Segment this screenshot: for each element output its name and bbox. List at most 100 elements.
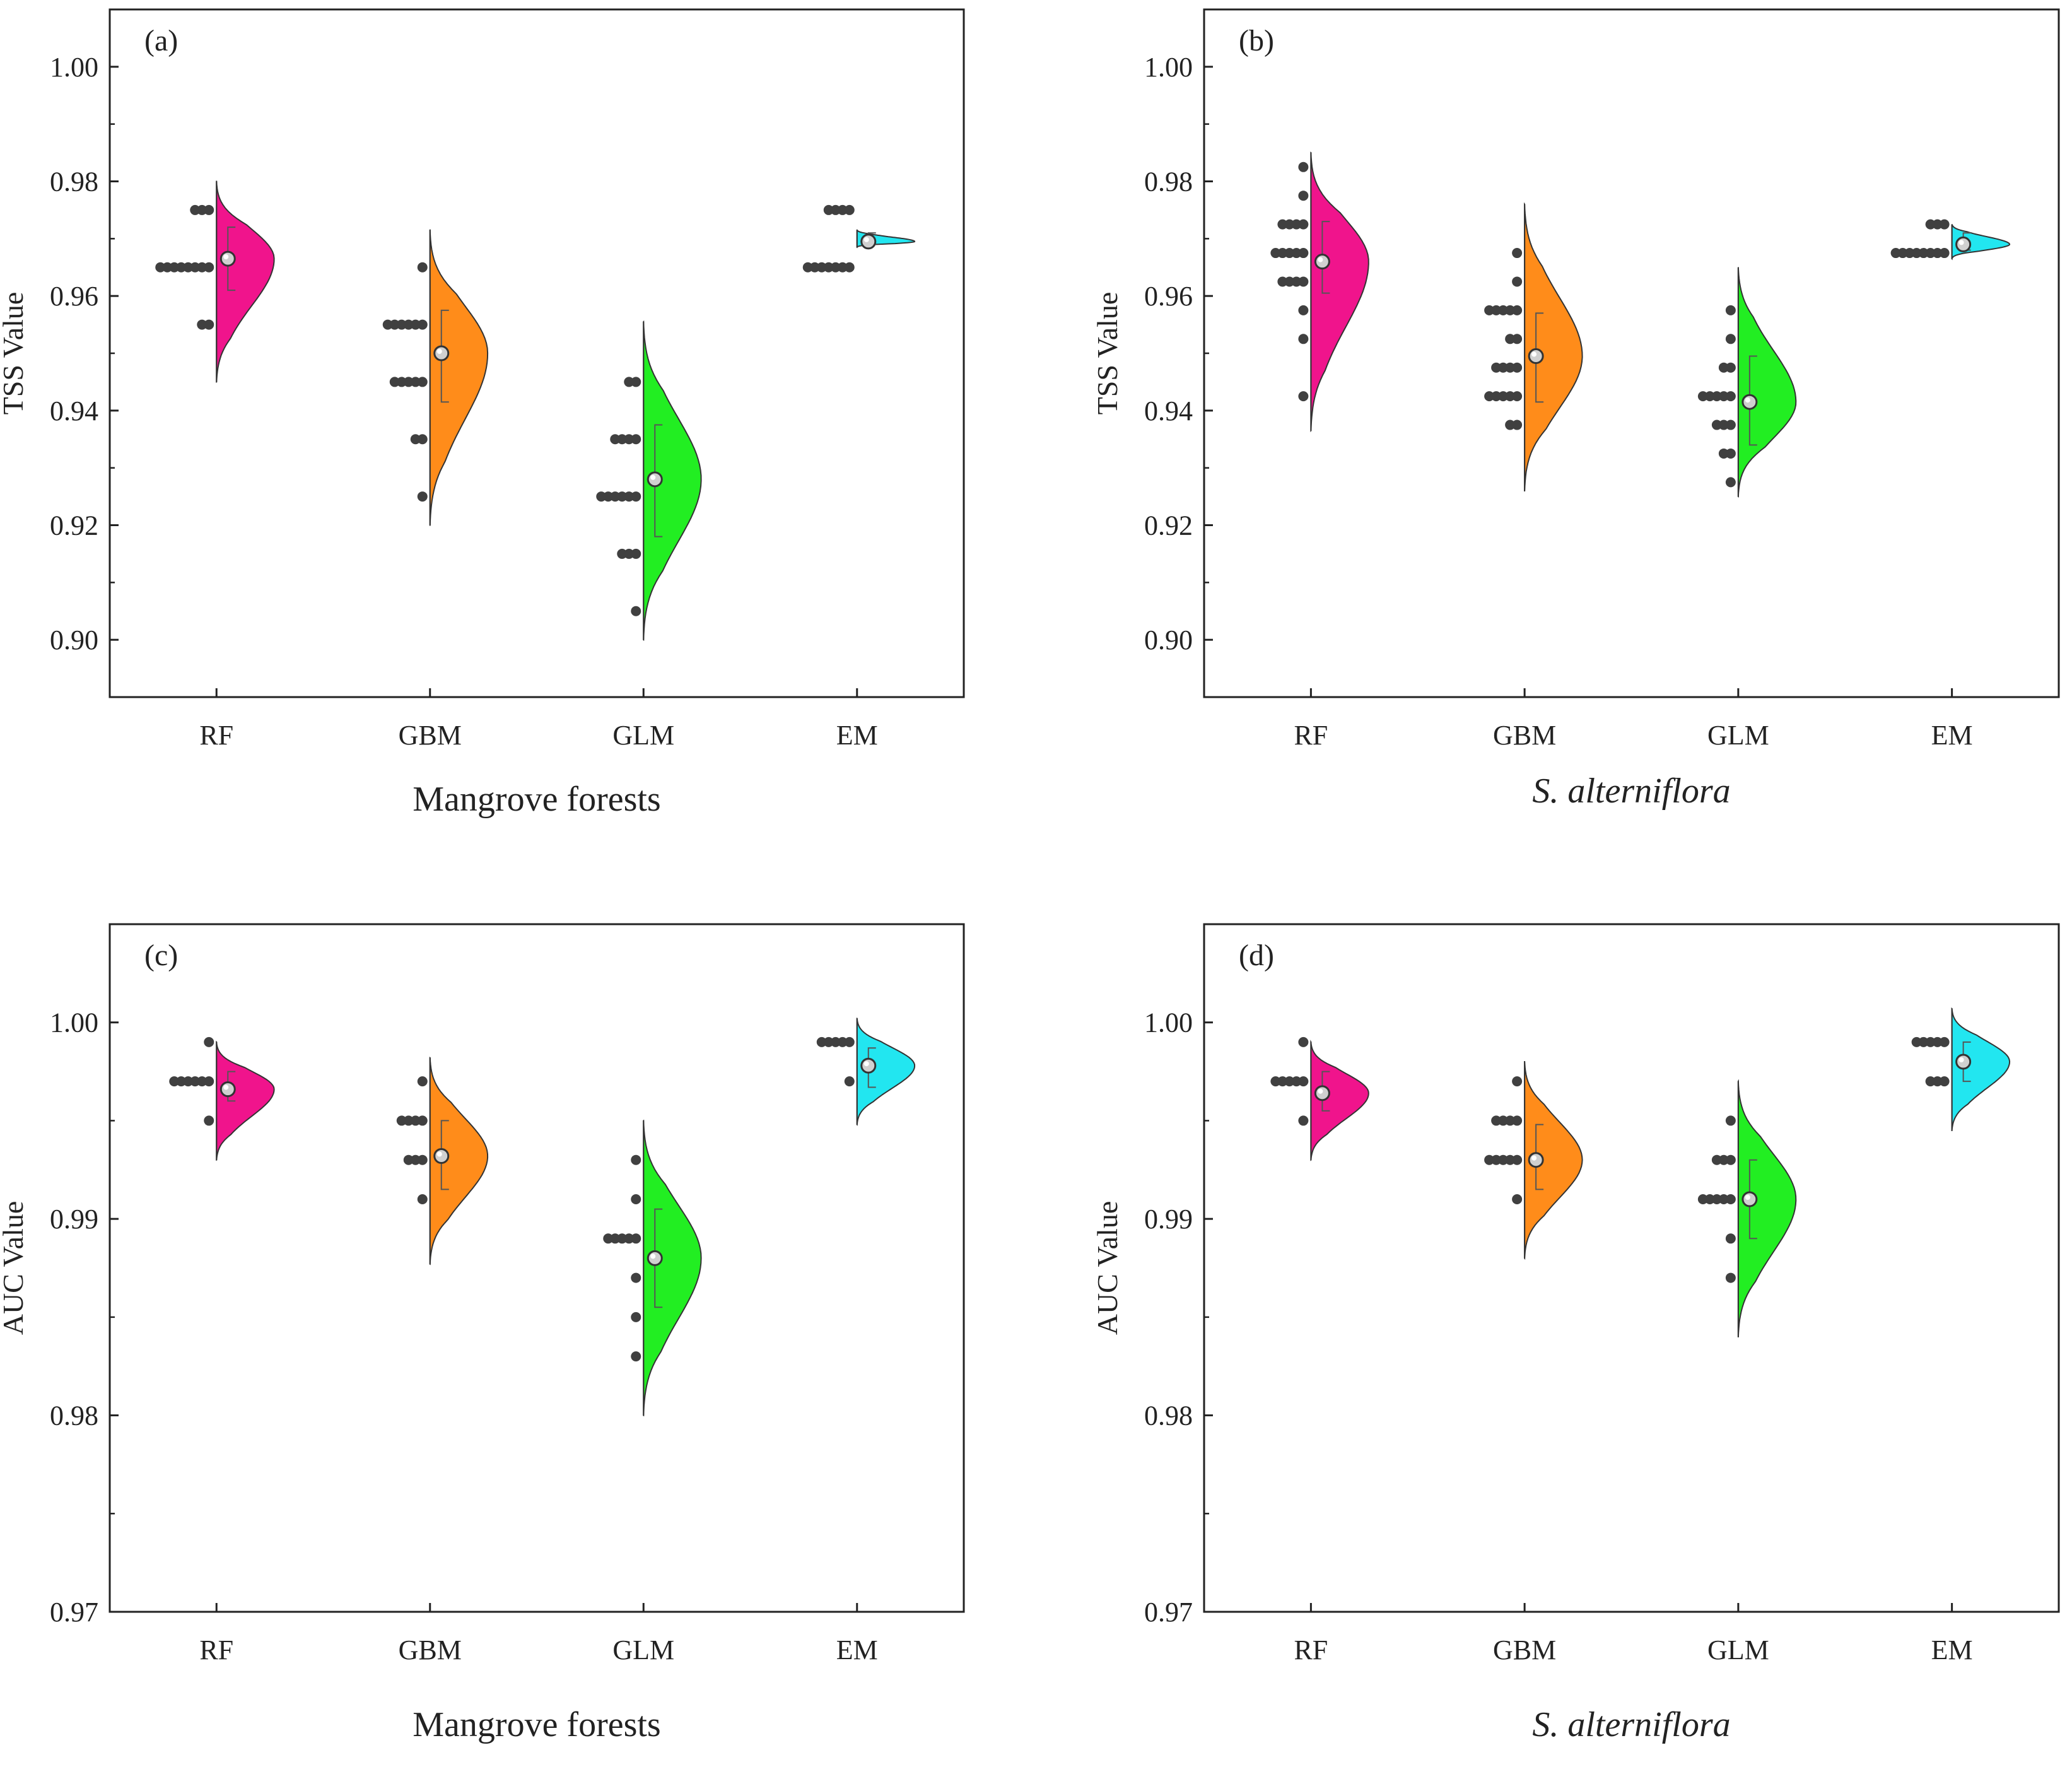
violin-shape	[216, 180, 275, 383]
data-point	[1718, 1194, 1729, 1204]
x-category-label: GBM	[1493, 720, 1556, 751]
data-point	[1291, 276, 1302, 287]
data-point	[1505, 334, 1516, 344]
data-point	[1498, 1154, 1509, 1165]
panel-b: (b) TSS Value S. alterniflora 0.900.920.…	[1091, 8, 2060, 811]
data-point	[1484, 391, 1495, 402]
violin-shape	[429, 229, 489, 526]
violin-shape	[1523, 203, 1583, 491]
violin-marks	[1270, 1007, 2011, 1337]
data-point	[1718, 448, 1729, 459]
data-point	[1277, 276, 1288, 287]
y-tick-label: 0.99	[1144, 1204, 1193, 1235]
data-point	[417, 1076, 428, 1087]
panel-caption: S. alterniflora	[1532, 772, 1730, 811]
data-point	[1939, 219, 1950, 230]
data-point	[1911, 1036, 1922, 1047]
x-category-label: EM	[1931, 1635, 1973, 1665]
panel-label: (d)	[1239, 939, 1274, 972]
mean-marker-highlight	[223, 1084, 229, 1090]
mean-marker	[1955, 1054, 1972, 1070]
data-point	[1491, 305, 1502, 315]
data-point	[1512, 362, 1523, 373]
violin-shape	[1737, 267, 1797, 498]
data-point	[1298, 191, 1309, 201]
data-point	[190, 262, 201, 273]
data-point	[1725, 362, 1736, 373]
y-tick-label: 0.94	[50, 396, 98, 426]
y-tick-label: 0.98	[1144, 1400, 1193, 1431]
data-point	[417, 262, 428, 273]
mean-marker-highlight	[436, 349, 442, 354]
data-point	[1939, 1036, 1950, 1047]
data-point	[1725, 391, 1736, 402]
data-point	[1298, 248, 1309, 259]
mean-marker-highlight	[1958, 1057, 1964, 1062]
y-axis-title: AUC Value	[1091, 1201, 1123, 1336]
violin-shape	[1310, 151, 1369, 433]
data-point	[1491, 1154, 1502, 1165]
mean-marker	[860, 1057, 877, 1074]
data-point	[1491, 391, 1502, 402]
violin-em	[1911, 1007, 2011, 1131]
data-point	[631, 1312, 641, 1322]
data-point	[190, 1076, 201, 1087]
mean-marker-highlight	[1318, 1088, 1323, 1094]
y-ticks: 0.97 0.98 0.99 1.00	[1144, 1007, 1213, 1628]
data-point	[1291, 1076, 1302, 1087]
data-point	[1725, 1272, 1736, 1283]
mean-marker-highlight	[650, 474, 656, 480]
data-point	[1512, 1115, 1523, 1126]
data-point	[410, 377, 421, 387]
violin-marks	[155, 180, 916, 641]
data-point	[1725, 1194, 1736, 1204]
data-point	[417, 1154, 428, 1165]
data-point	[1512, 248, 1523, 259]
data-point	[396, 319, 407, 330]
data-point	[1298, 305, 1309, 315]
data-point	[1505, 391, 1516, 402]
y-axis-title: TSS Value	[1091, 292, 1123, 415]
data-point	[162, 262, 173, 273]
x-category-label: GLM	[612, 1635, 674, 1665]
mean-marker	[647, 471, 663, 488]
data-point	[830, 262, 841, 273]
data-point	[631, 1154, 641, 1165]
data-point	[197, 319, 208, 330]
violin-em	[1890, 219, 2011, 261]
x-category-label: GLM	[1707, 1635, 1769, 1665]
data-point	[1925, 219, 1936, 230]
data-point	[844, 262, 855, 273]
data-point	[617, 434, 628, 445]
data-point	[603, 491, 614, 502]
data-point	[1298, 276, 1309, 287]
x-categories: RF GBM GLM EM	[199, 688, 878, 751]
mean-marker	[433, 1148, 450, 1164]
data-point	[1505, 305, 1516, 315]
data-point	[631, 548, 641, 559]
data-point	[802, 262, 813, 273]
data-point	[1284, 219, 1295, 230]
data-point	[617, 548, 628, 559]
data-point	[183, 262, 194, 273]
data-point	[1718, 420, 1729, 430]
data-point	[624, 377, 635, 387]
data-point	[1284, 276, 1295, 287]
mean-marker-highlight	[1745, 1195, 1750, 1200]
data-point	[204, 262, 214, 273]
data-point	[1890, 248, 1901, 259]
y-tick-label: 1.00	[1144, 1007, 1193, 1038]
y-tick-label: 0.98	[1144, 167, 1193, 197]
violin-glm	[1697, 267, 1797, 498]
data-point	[823, 262, 834, 273]
data-point	[1697, 391, 1708, 402]
data-point	[1711, 420, 1722, 430]
mean-marker	[1741, 1191, 1758, 1207]
data-point	[1512, 276, 1523, 287]
data-point	[396, 1115, 407, 1126]
data-point	[204, 1076, 214, 1087]
mean-marker	[1314, 254, 1330, 270]
mean-marker	[1528, 1152, 1544, 1168]
data-point	[823, 204, 834, 215]
